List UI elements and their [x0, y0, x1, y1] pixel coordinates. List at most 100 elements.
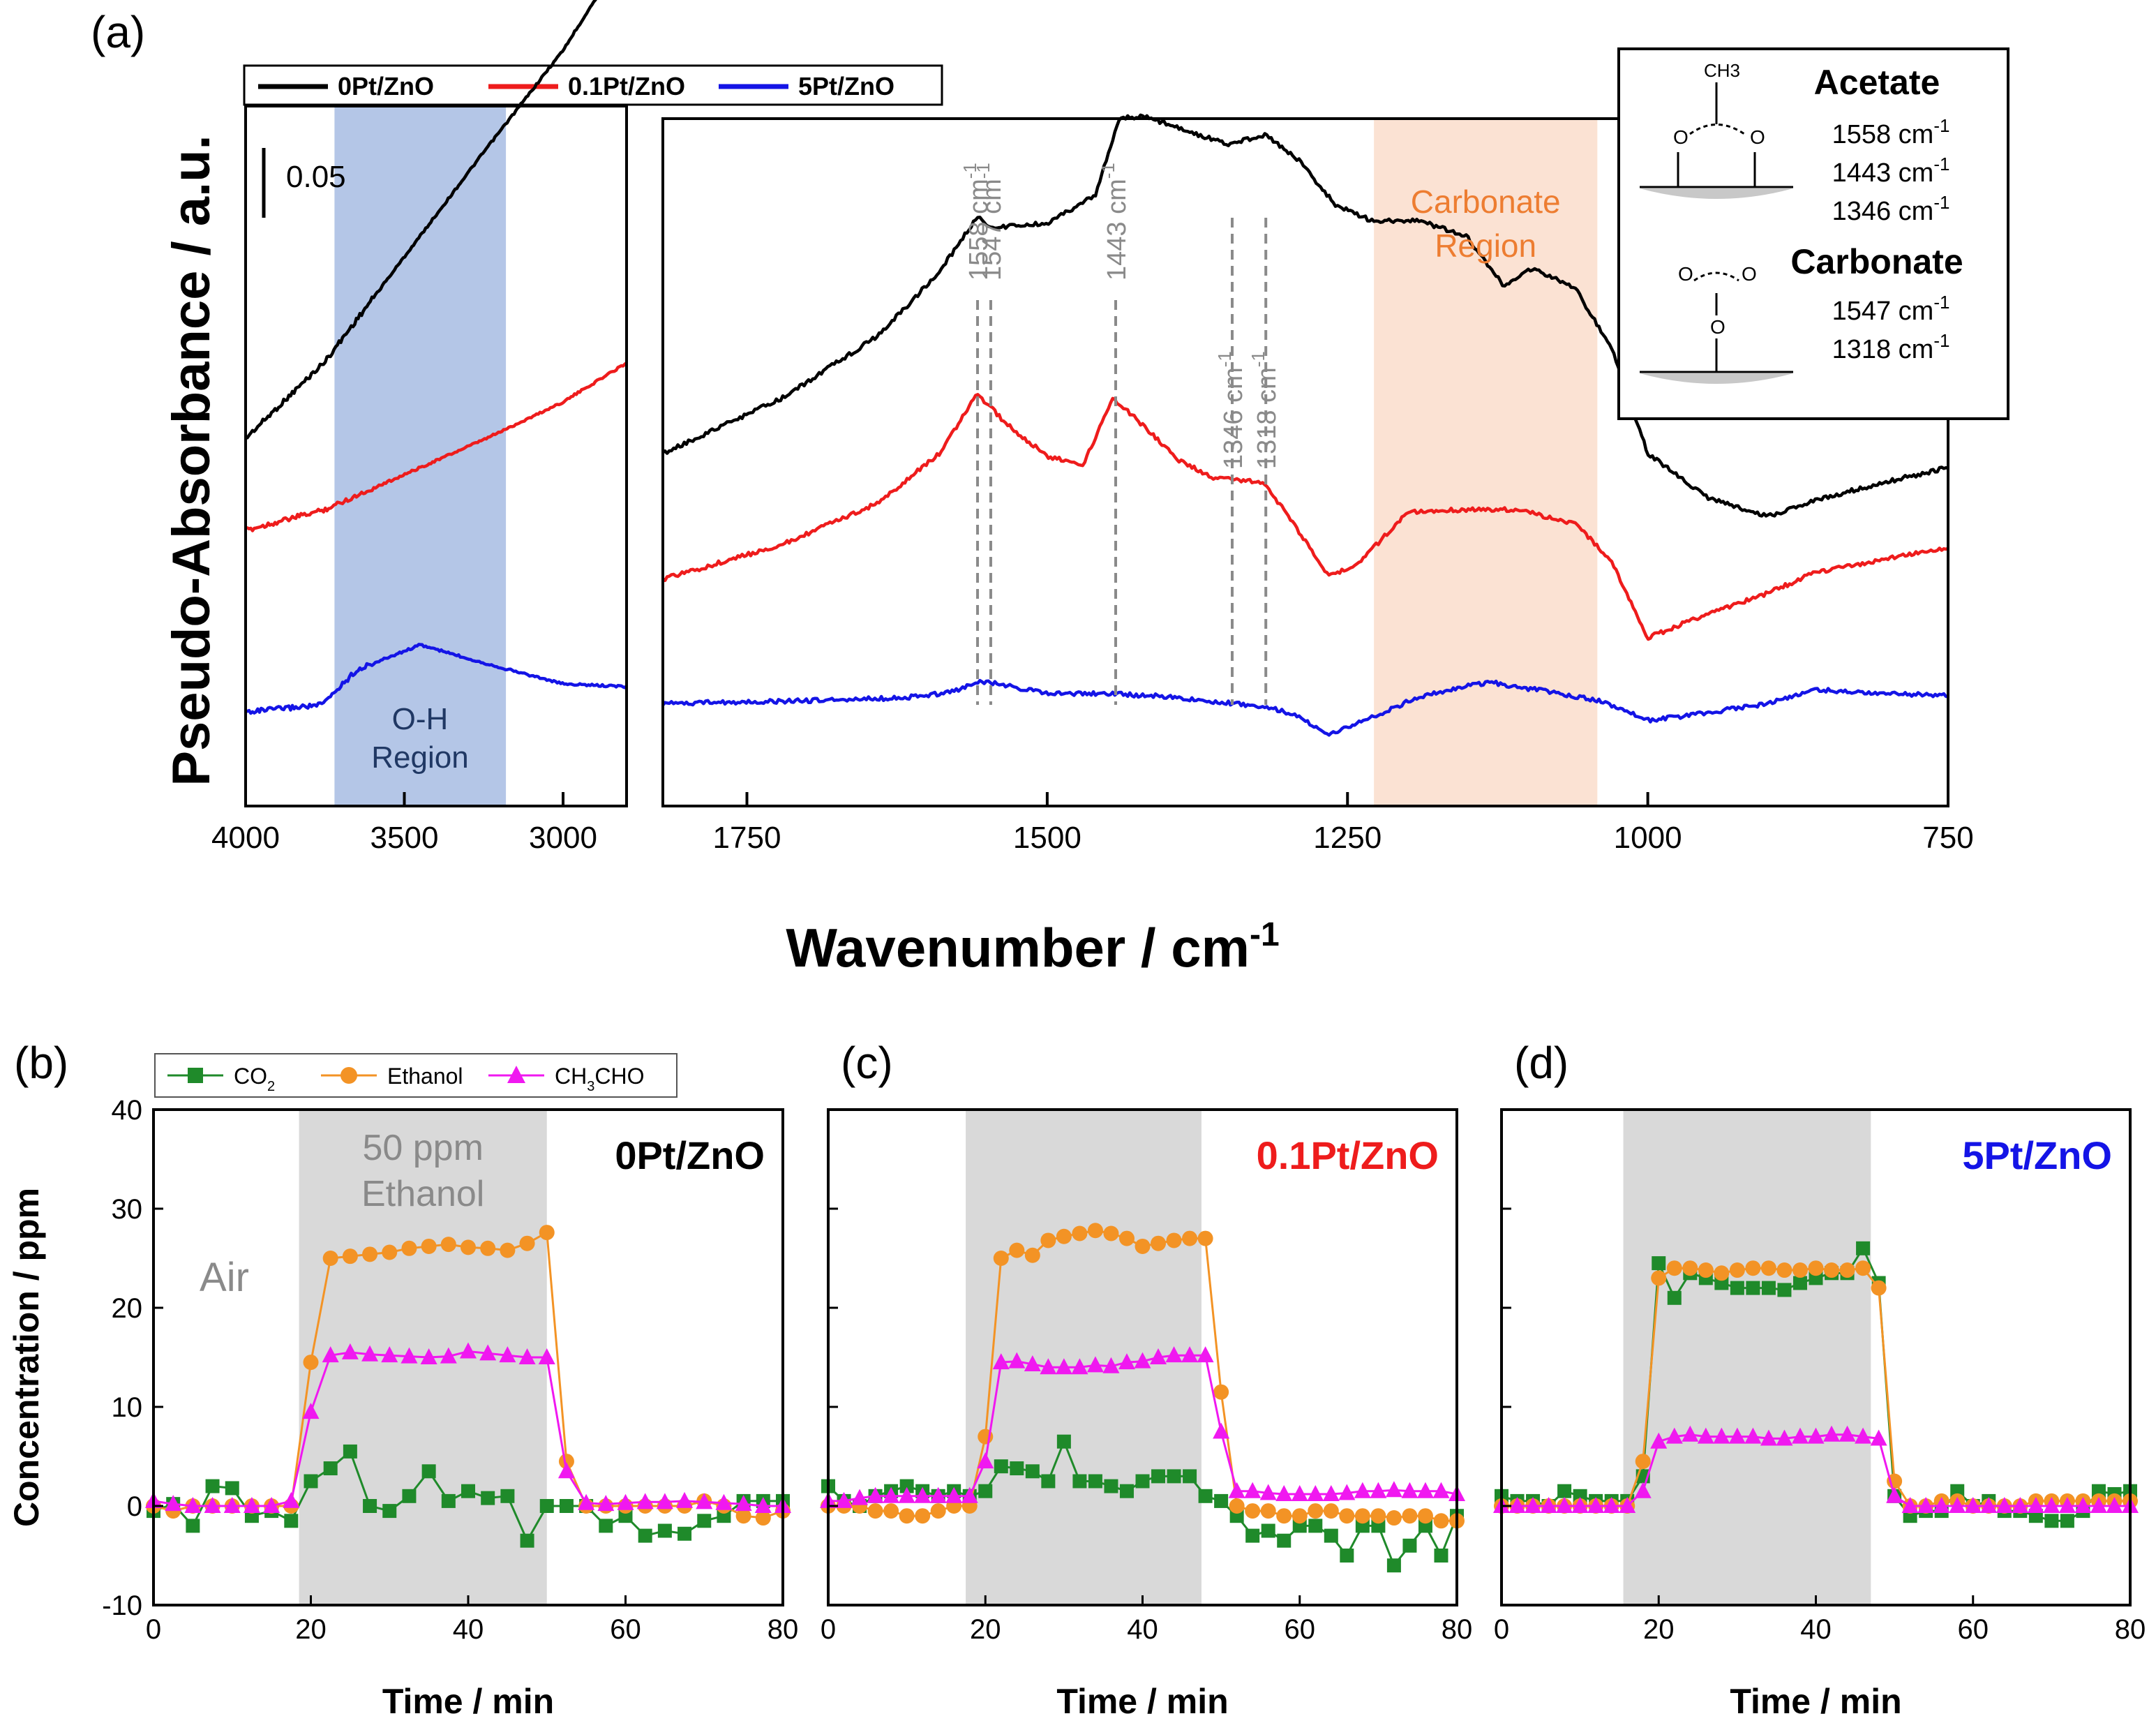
- xtick-label-20: 20: [1643, 1614, 1675, 1645]
- point-Ethanol: [1871, 1280, 1887, 1296]
- point-CO2: [599, 1519, 613, 1533]
- point-CH3CHO: [1385, 1481, 1402, 1498]
- point-CH3CHO: [223, 1497, 241, 1513]
- point-CH3CHO: [538, 1348, 555, 1364]
- point-CH3CHO: [1650, 1432, 1668, 1449]
- xlabel: Time / min: [1056, 1682, 1228, 1721]
- point-CH3CHO: [420, 1348, 437, 1364]
- panel-b-legend: CO2 Ethanol CH3CHO: [154, 1053, 678, 1098]
- point-CO2: [1667, 1290, 1682, 1305]
- species-peak-sup: -1: [1933, 292, 1949, 313]
- point-CH3CHO: [1823, 1425, 1841, 1442]
- point-CH3CHO: [2090, 1497, 2107, 1513]
- tick-label-left-3000: 3000: [529, 821, 597, 855]
- carbonate-o-bottom: O: [1710, 316, 1725, 338]
- point-CH3CHO: [1571, 1497, 1589, 1513]
- point-CH3CHO: [1134, 1352, 1151, 1369]
- point-Ethanol: [1729, 1262, 1745, 1278]
- species-peak-sup: -1: [1933, 192, 1949, 213]
- spectrum-left-0Pt/ZnO: [244, 0, 597, 440]
- right-subpanel-frame: [661, 117, 1949, 807]
- point-Ethanol: [1087, 1223, 1103, 1239]
- sample-label: 0Pt/ZnO: [615, 1133, 765, 1177]
- xlabel: Time / min: [382, 1682, 554, 1721]
- peak-label-1346: 1346 cm-1: [1214, 351, 1248, 469]
- point-CH3CHO: [754, 1497, 772, 1513]
- point-CO2: [225, 1481, 239, 1496]
- peak-label-sup: -1: [973, 163, 994, 179]
- xtick-label-80: 80: [2115, 1614, 2146, 1645]
- species-peak-1: 1318 cm-1: [1832, 330, 1950, 364]
- left-subpanel-frame: [244, 105, 628, 807]
- oh-region-band: [334, 106, 507, 806]
- legend-label-5pt: 5Pt/ZnO: [798, 72, 894, 100]
- point-Ethanol: [362, 1246, 378, 1262]
- point-CH3CHO: [676, 1491, 694, 1508]
- point-CH3CHO: [1259, 1484, 1277, 1500]
- point-Ethanol: [1135, 1238, 1151, 1254]
- point-CH3CHO: [1322, 1484, 1340, 1501]
- scale-bar-label: 0.05: [286, 160, 346, 194]
- point-CO2: [697, 1514, 712, 1528]
- carbonate-o-right: O: [1742, 263, 1757, 285]
- point-CO2: [1340, 1549, 1354, 1563]
- point-CH3CHO: [1416, 1482, 1434, 1498]
- point-Ethanol: [558, 1454, 574, 1470]
- point-CH3CHO: [361, 1345, 379, 1362]
- band-label-1: 50 ppm: [362, 1128, 483, 1168]
- point-CO2: [1151, 1469, 1166, 1484]
- xtick-label-80: 80: [1442, 1614, 1473, 1645]
- point-CH3CHO: [1165, 1346, 1183, 1363]
- point-Ethanol: [1824, 1262, 1840, 1278]
- point-Ethanol: [1402, 1508, 1418, 1524]
- point-CO2: [2044, 1514, 2059, 1528]
- point-Ethanol: [1417, 1508, 1433, 1524]
- point-CH3CHO: [1603, 1497, 1620, 1513]
- legend-ethanol-marker: [340, 1067, 357, 1084]
- point-Ethanol: [867, 1503, 883, 1519]
- point-CH3CHO: [1432, 1482, 1450, 1498]
- point-Ethanol: [1292, 1508, 1308, 1524]
- point-CH3CHO: [400, 1347, 418, 1364]
- point-Ethanol: [1260, 1503, 1276, 1519]
- legend-label-01pt: 0.1Pt/ZnO: [568, 72, 685, 100]
- sample-label: 5Pt/ZnO: [1962, 1133, 2112, 1177]
- point-CH3CHO: [597, 1495, 615, 1512]
- point-CH3CHO: [1509, 1497, 1526, 1513]
- point-Ethanol: [1651, 1270, 1667, 1286]
- point-Ethanol: [1839, 1262, 1855, 1278]
- panel-a-xlabel: Wavenumber / cm-1: [786, 916, 1279, 978]
- point-CH3CHO: [1870, 1429, 1887, 1446]
- point-CH3CHO: [557, 1462, 575, 1479]
- point-Ethanol: [382, 1244, 398, 1260]
- point-CO2: [1104, 1479, 1118, 1493]
- spectrum-right-0.1Pt/ZnO: [661, 393, 1949, 641]
- point-CH3CHO: [1354, 1482, 1371, 1498]
- xlabel: Time / min: [1730, 1682, 1901, 1721]
- xtick-label-80: 80: [768, 1614, 799, 1645]
- carbonate-surface: [1640, 373, 1793, 384]
- point-Ethanol: [519, 1235, 535, 1251]
- point-Ethanol: [1339, 1508, 1355, 1524]
- point-CO2: [304, 1474, 318, 1489]
- species-peak-sup: -1: [1933, 154, 1949, 174]
- point-CH3CHO: [1213, 1422, 1230, 1439]
- point-CH3CHO: [1540, 1497, 1557, 1513]
- point-CH3CHO: [1055, 1358, 1072, 1375]
- point-CH3CHO: [1086, 1356, 1104, 1373]
- panel-a-ticks: 4000 3500 3000 1750 1500 1250 1000 750: [211, 792, 1974, 855]
- point-CO2: [1072, 1474, 1087, 1489]
- point-CH3CHO: [1071, 1358, 1088, 1375]
- point-CO2: [1245, 1528, 1260, 1543]
- point-CH3CHO: [1587, 1497, 1605, 1513]
- ytick-label--10: -10: [102, 1590, 142, 1621]
- point-CO2: [461, 1484, 475, 1498]
- point-Ethanol: [322, 1251, 338, 1266]
- point-CO2: [678, 1526, 692, 1541]
- point-CO2: [1214, 1493, 1229, 1508]
- point-Ethanol: [1197, 1230, 1213, 1246]
- point-CH3CHO: [1619, 1497, 1636, 1513]
- point-CH3CHO: [1949, 1497, 1966, 1513]
- point-CO2: [1135, 1474, 1150, 1489]
